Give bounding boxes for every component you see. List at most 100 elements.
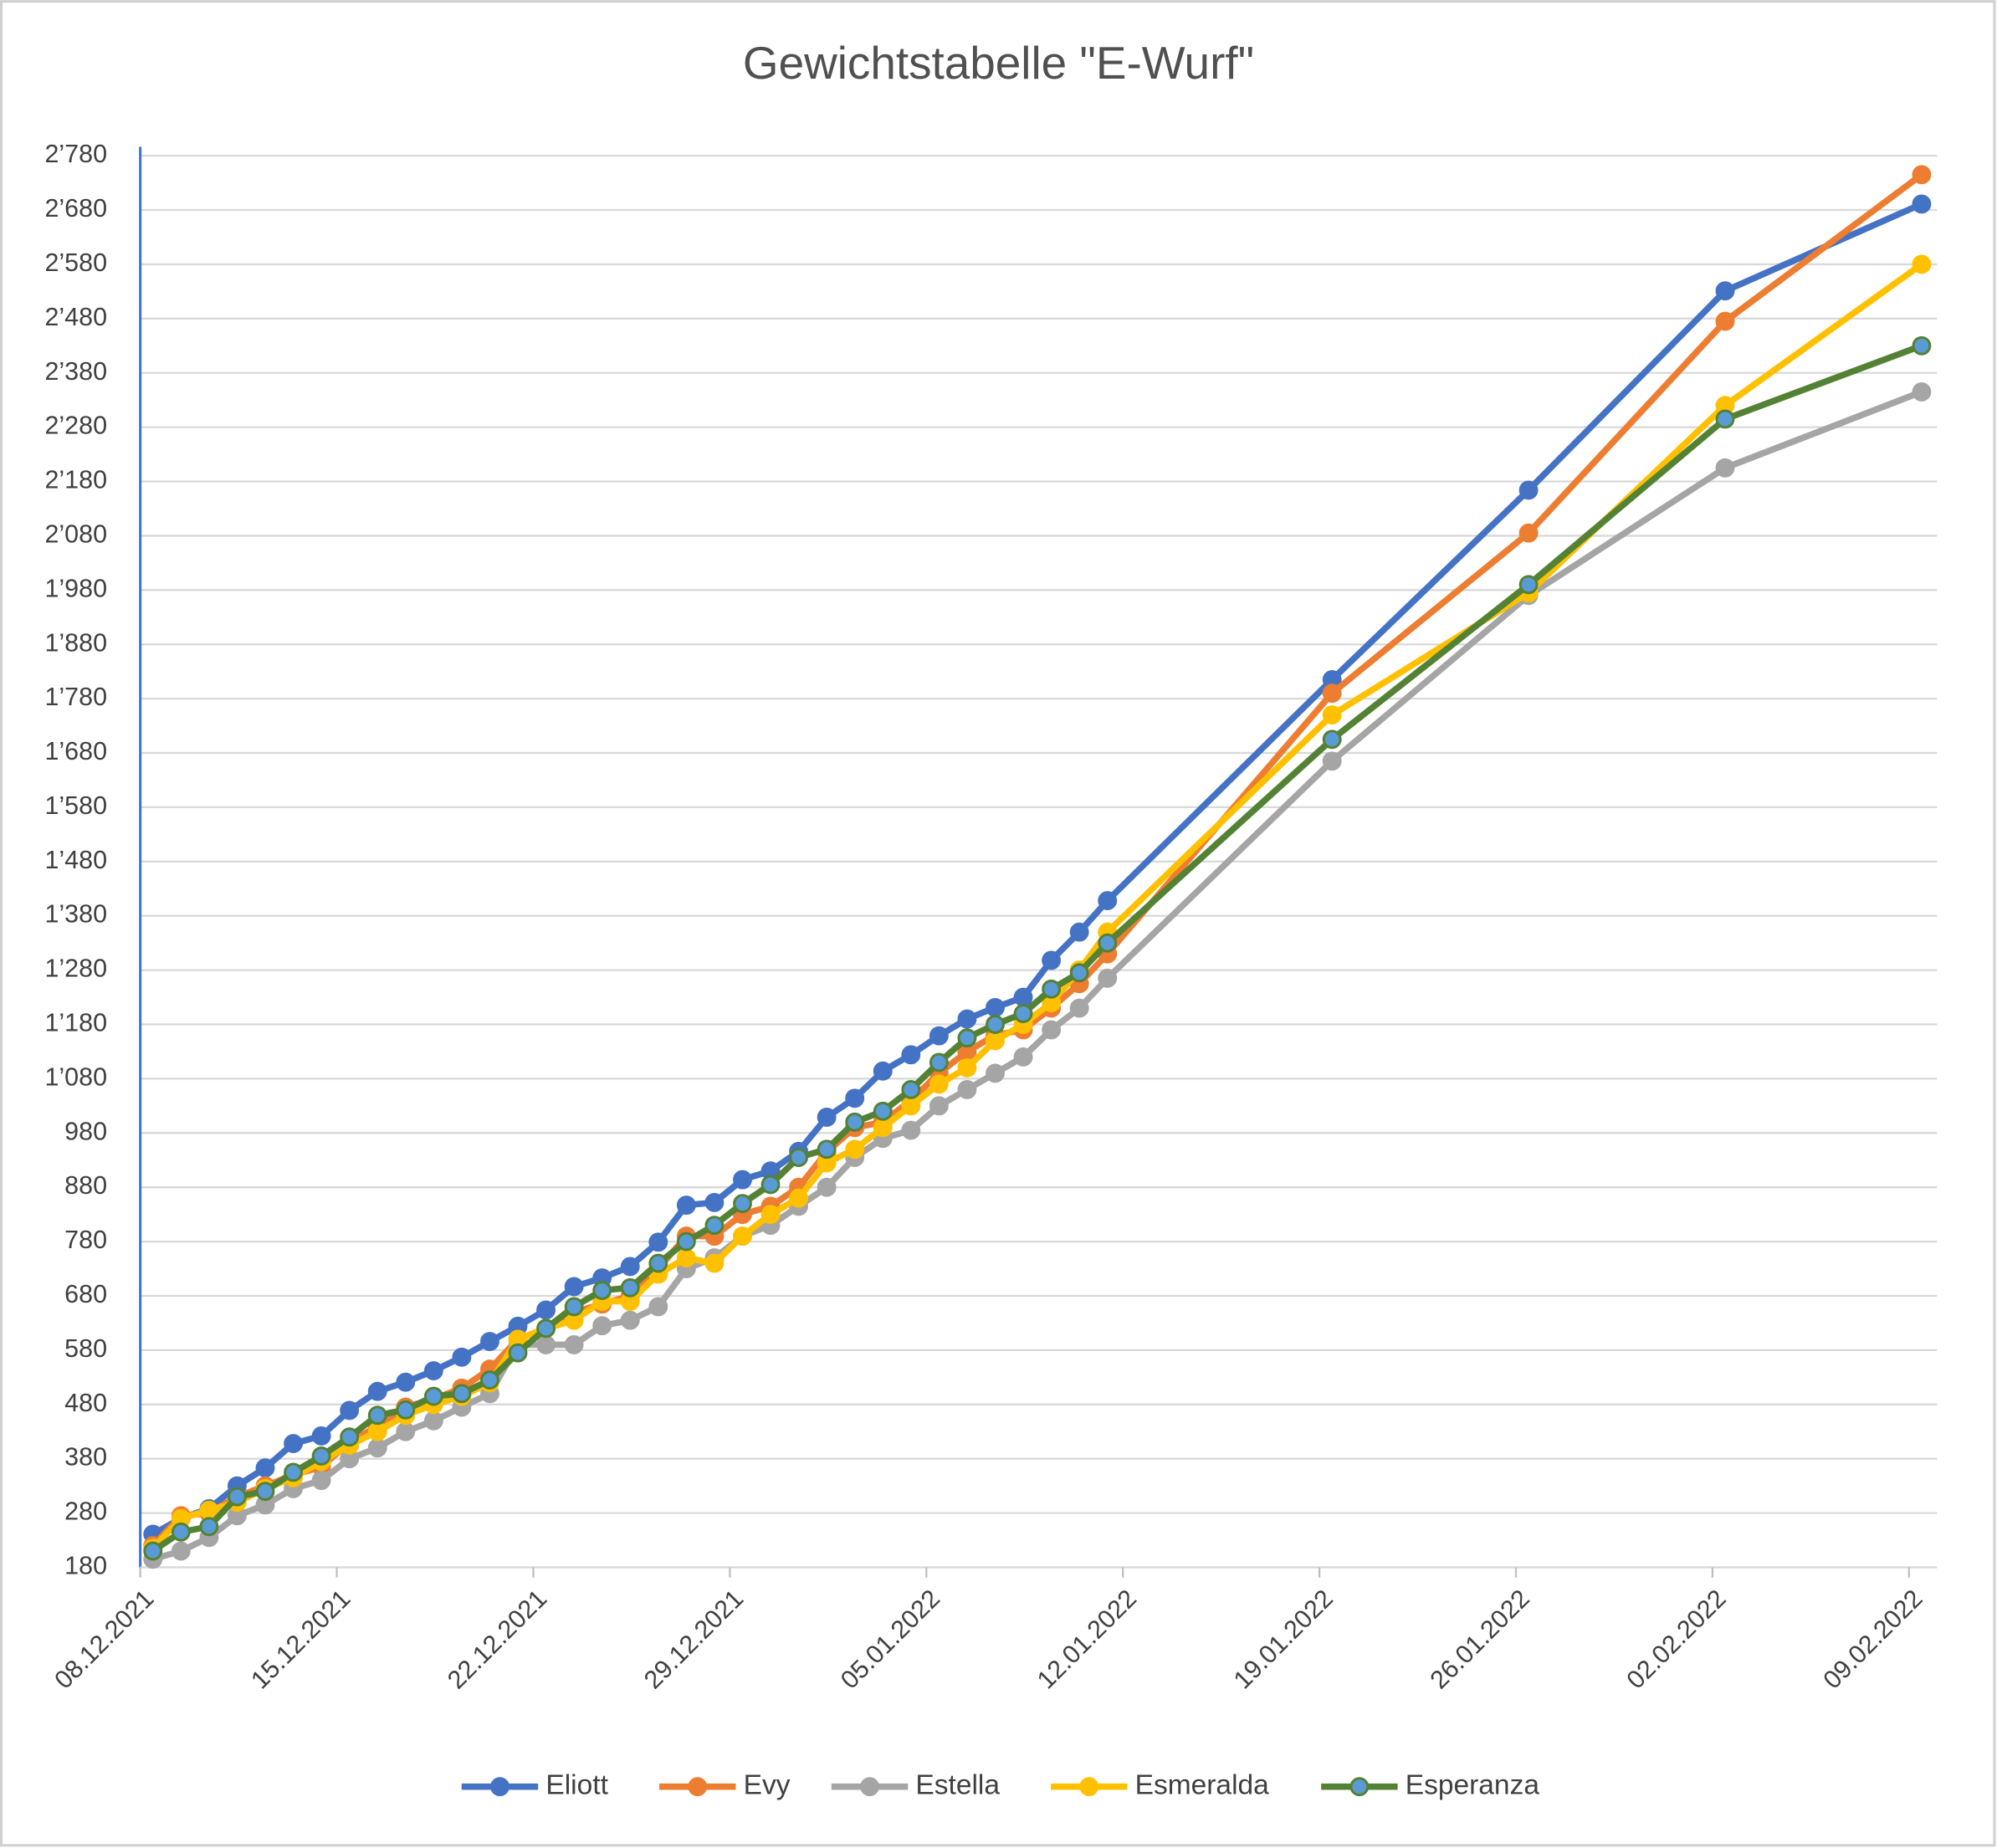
data-point: [311, 1446, 331, 1466]
data-point: [873, 1061, 893, 1081]
data-point: [536, 1318, 556, 1339]
data-point: [676, 1231, 696, 1252]
data-point: [340, 1400, 360, 1421]
data-point: [367, 1405, 387, 1426]
data-point: [592, 1281, 612, 1300]
data-point: [1042, 979, 1062, 999]
data-point: [311, 1471, 331, 1491]
data-point: [1912, 194, 1932, 214]
data-point: [255, 1482, 275, 1502]
data-point: [452, 1347, 472, 1367]
y-tick-label: 580: [64, 1334, 107, 1363]
data-point: [733, 1194, 752, 1214]
data-point: [929, 1052, 949, 1072]
data-point: [704, 1253, 725, 1273]
data-point: [733, 1226, 752, 1247]
data-point: [199, 1517, 219, 1537]
data-point: [564, 1334, 584, 1354]
data-point: [255, 1458, 275, 1478]
data-point: [817, 1108, 837, 1127]
data-point: [1912, 335, 1932, 356]
data-point: [367, 1381, 387, 1401]
legend-marker: [688, 1777, 708, 1797]
data-point: [873, 1101, 893, 1121]
y-tick-label: 280: [64, 1497, 107, 1526]
data-point: [1322, 705, 1342, 725]
data-point: [845, 1088, 865, 1108]
y-tick-label: 680: [64, 1280, 107, 1308]
data-point: [986, 997, 1005, 1017]
legend-marker: [860, 1777, 879, 1797]
data-point: [704, 1192, 725, 1212]
data-point: [480, 1332, 499, 1351]
data-point: [760, 1175, 781, 1195]
data-point: [1069, 922, 1089, 942]
y-tick-label: 480: [64, 1389, 107, 1417]
data-point: [1098, 891, 1118, 910]
data-point: [1013, 1047, 1033, 1067]
data-point: [929, 1096, 949, 1116]
data-point: [284, 1462, 303, 1482]
data-point: [1098, 933, 1118, 953]
data-point: [789, 1188, 809, 1208]
data-point: [986, 1063, 1005, 1083]
data-point: [340, 1427, 360, 1447]
data-point: [1322, 683, 1342, 704]
data-point: [1518, 480, 1539, 500]
data-point: [620, 1277, 640, 1298]
data-point: [1042, 950, 1062, 970]
data-point: [648, 1253, 668, 1273]
y-tick-label: 180: [64, 1552, 107, 1580]
plot-area: [143, 165, 1932, 1569]
data-point: [367, 1438, 387, 1458]
y-tick-label: 2’780: [44, 140, 107, 168]
data-point: [845, 1112, 865, 1132]
data-point: [508, 1343, 528, 1363]
y-tick-label: 1’380: [44, 900, 107, 929]
y-tick-label: 1’580: [44, 791, 107, 820]
data-point: [1098, 968, 1118, 988]
y-tick-label: 1’480: [44, 846, 107, 874]
legend-label: Estella: [915, 1770, 1000, 1801]
data-point: [845, 1139, 865, 1159]
legend-label: Eliott: [545, 1770, 608, 1801]
legend-marker: [1349, 1777, 1370, 1797]
data-point: [901, 1045, 921, 1065]
data-point: [143, 1541, 163, 1561]
data-point: [873, 1118, 893, 1138]
data-point: [957, 1009, 977, 1029]
data-point: [676, 1248, 696, 1268]
data-point: [789, 1148, 809, 1167]
data-point: [452, 1384, 472, 1404]
data-point: [1912, 165, 1932, 185]
data-point: [423, 1386, 443, 1406]
legend-marker: [1079, 1777, 1099, 1797]
data-point: [396, 1400, 416, 1420]
y-tick-label: 1’080: [44, 1062, 107, 1091]
data-point: [1013, 1004, 1033, 1023]
y-tick-label: 1’280: [44, 955, 107, 983]
y-tick-label: 2’480: [44, 303, 107, 331]
data-point: [1715, 311, 1735, 331]
data-point: [1013, 987, 1033, 1007]
data-point: [423, 1361, 443, 1380]
data-point: [1069, 963, 1089, 983]
y-tick-label: 980: [64, 1117, 107, 1145]
data-point: [1715, 281, 1735, 301]
data-point: [817, 1177, 837, 1197]
y-tick-label: 2’680: [44, 194, 107, 223]
y-tick-label: 1’980: [44, 574, 107, 602]
chart-title: Gewichtstabelle "E-Wurf": [743, 37, 1254, 89]
data-point: [929, 1026, 949, 1046]
legend-label: Esmeralda: [1135, 1770, 1270, 1801]
data-point: [171, 1541, 191, 1561]
data-point: [1518, 523, 1539, 543]
y-tick-label: 380: [64, 1443, 107, 1472]
y-tick-label: 1’680: [44, 737, 107, 765]
legend-label: Evy: [744, 1770, 791, 1801]
data-point: [957, 1079, 977, 1099]
data-point: [620, 1310, 640, 1330]
data-point: [284, 1434, 303, 1453]
legend-marker: [490, 1777, 509, 1797]
